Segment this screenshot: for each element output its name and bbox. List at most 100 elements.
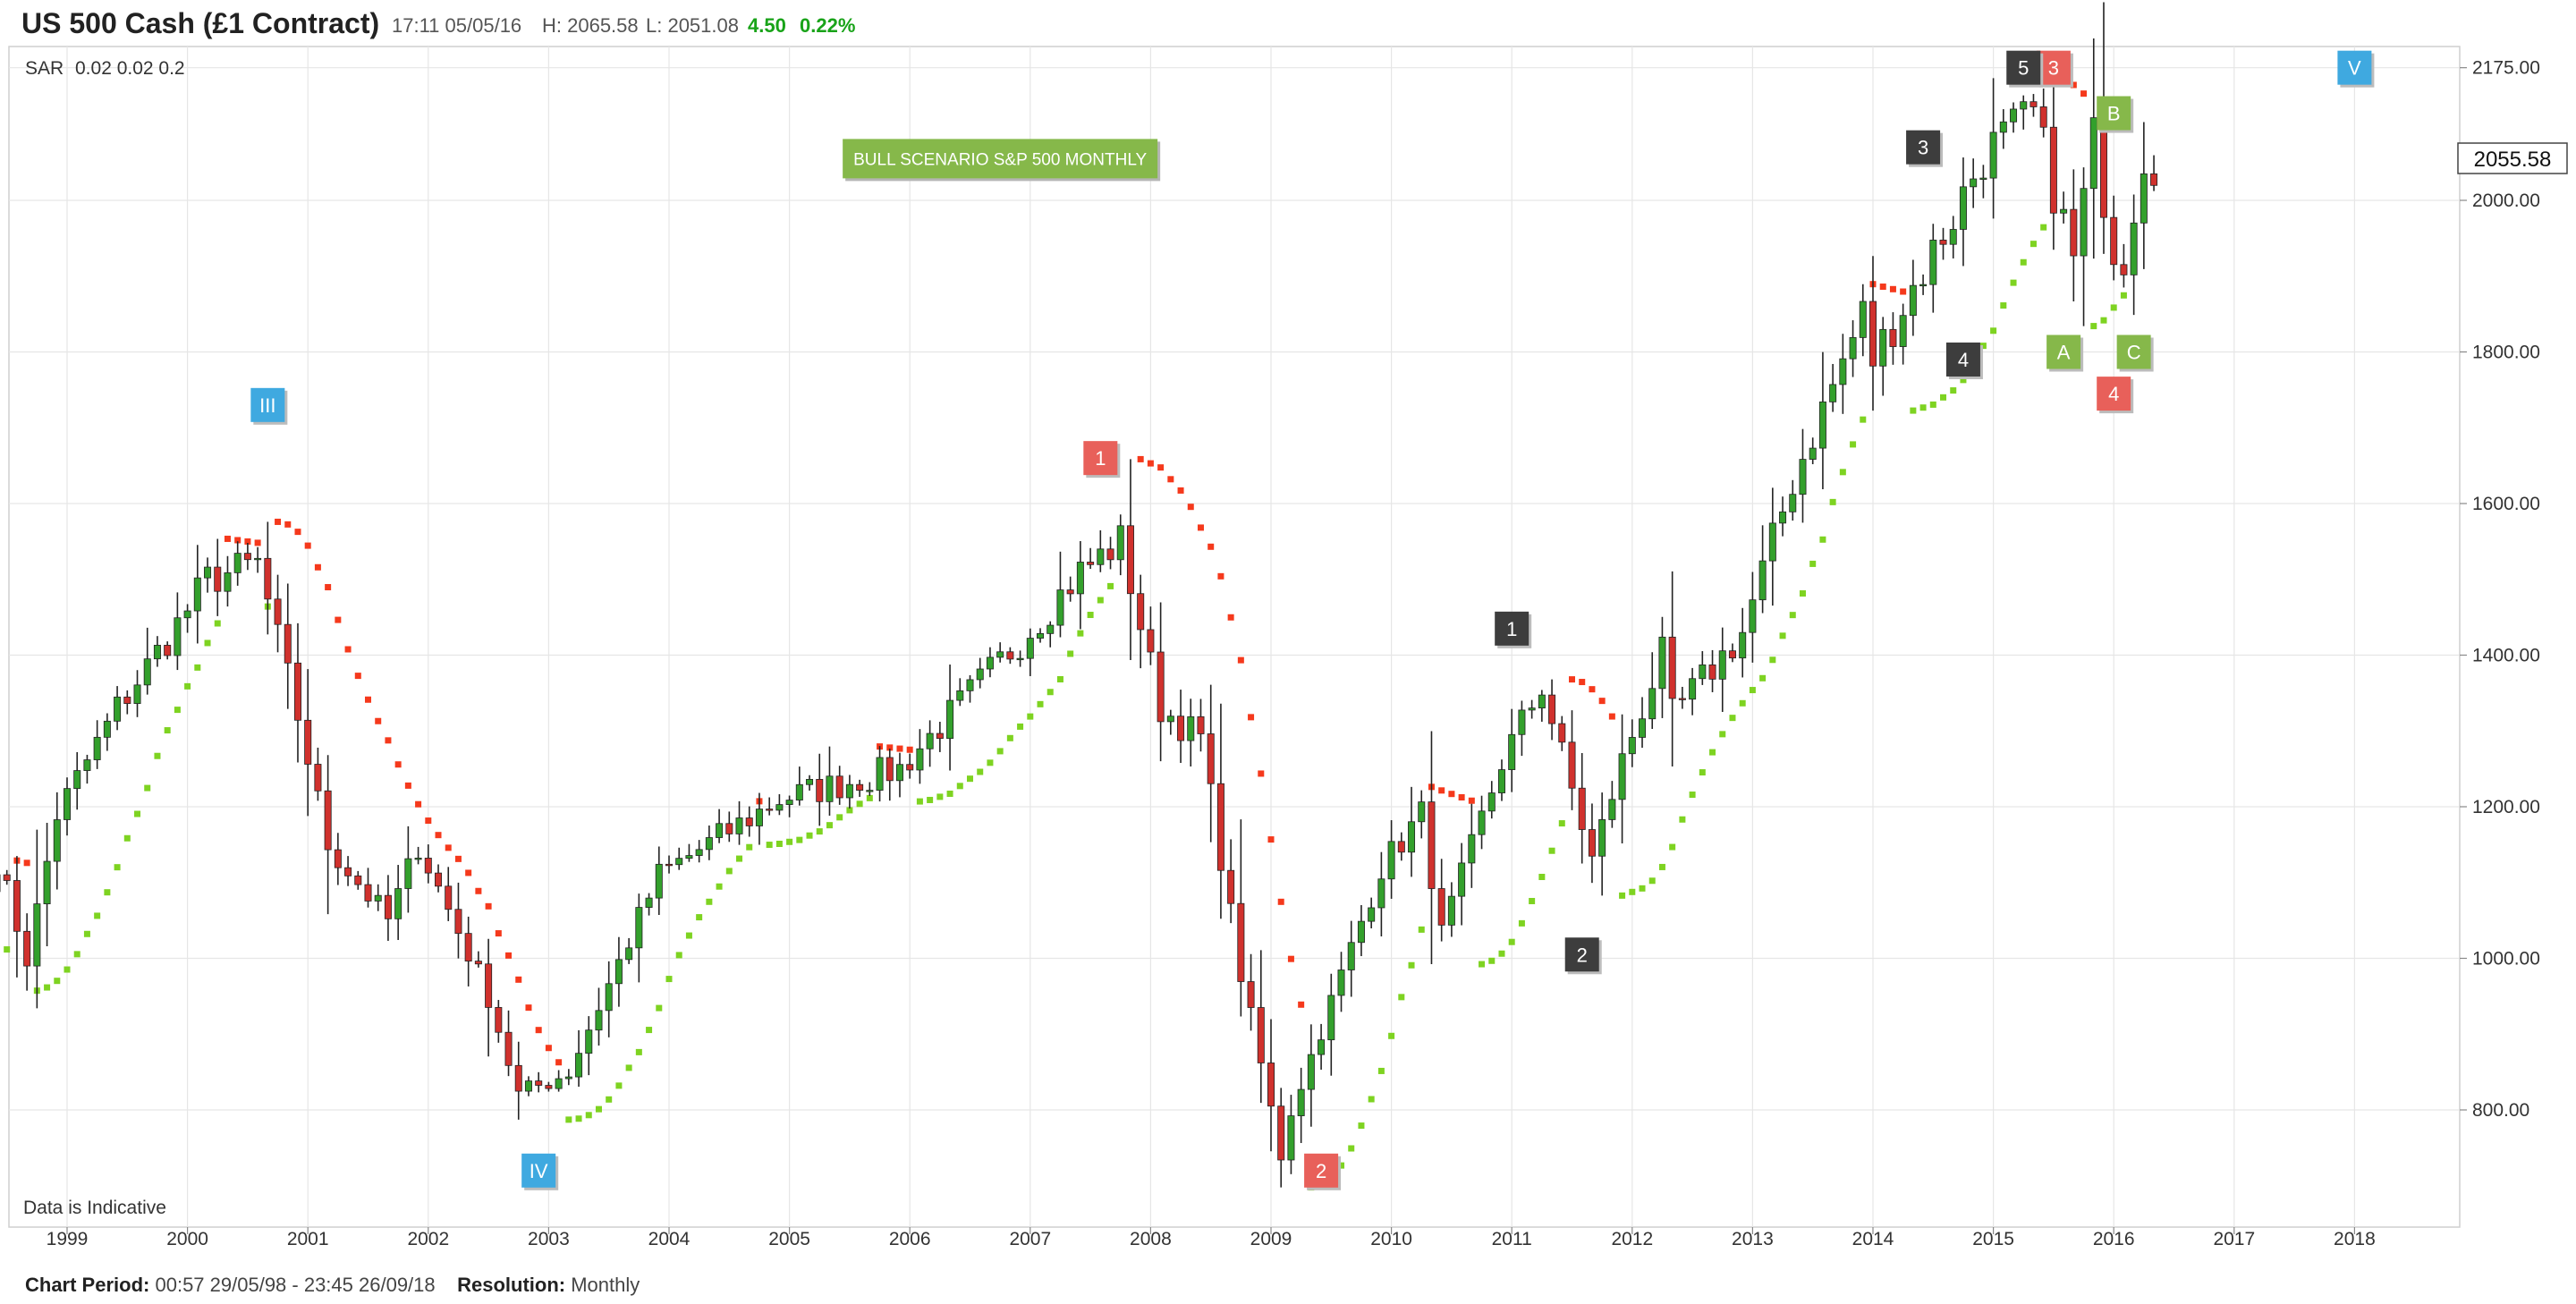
candle: [1768, 487, 1776, 606]
sar-dot: [1889, 285, 1896, 292]
sar-dot: [1479, 961, 1486, 968]
sar-dot: [1167, 476, 1174, 483]
candle-body: [1829, 384, 1837, 402]
candle: [153, 636, 161, 667]
label-box: [250, 387, 285, 422]
candle: [2110, 195, 2118, 281]
candle-body: [1318, 1039, 1326, 1055]
candle-body: [886, 757, 894, 782]
candle: [2060, 191, 2068, 224]
candle: [233, 541, 242, 586]
candle: [1157, 602, 1165, 762]
candle: [1227, 839, 1235, 924]
sar-dot: [826, 822, 833, 829]
label-box: [1304, 1153, 1339, 1188]
candle-body: [795, 783, 803, 801]
candle: [1809, 437, 1817, 465]
candle-body: [1809, 447, 1817, 460]
wave-label: 3: [2036, 50, 2073, 88]
indicator-name: SAR: [25, 58, 64, 79]
x-tick-label: 2008: [1130, 1229, 1172, 1249]
sar-dot: [1107, 582, 1114, 589]
sar-dot: [896, 745, 903, 752]
candle-body: [1799, 459, 1807, 495]
candle: [1166, 709, 1174, 735]
candle-body: [1487, 792, 1496, 812]
candle-body: [1478, 810, 1486, 835]
label-text: 1: [1506, 618, 1517, 640]
sar-dot: [1358, 1122, 1365, 1130]
sar-dot: [1639, 885, 1646, 892]
sar-dot: [856, 800, 863, 808]
candle: [474, 951, 482, 968]
candle-body: [193, 577, 201, 612]
x-tick-label: 2017: [2213, 1229, 2255, 1249]
candle: [1749, 572, 1757, 663]
sar-dot: [415, 800, 422, 808]
candle-body: [53, 819, 61, 862]
sar-dot: [2080, 90, 2088, 97]
candle-body: [254, 557, 262, 561]
sar-dot: [775, 840, 783, 847]
sar-dot: [675, 952, 682, 959]
sar-dot: [1589, 686, 1596, 693]
sar-dot: [2110, 304, 2117, 311]
candle-body: [1468, 834, 1476, 864]
label-box: [2097, 96, 2131, 131]
candle-body: [876, 757, 884, 792]
candle: [835, 766, 843, 805]
label-text: 3: [1918, 137, 1928, 159]
sar-dot: [1950, 387, 1957, 394]
candle-body: [1037, 632, 1045, 639]
candle-body: [1970, 178, 1978, 188]
x-tick-label: 2006: [889, 1229, 931, 1249]
candle-body: [816, 778, 824, 802]
candle: [986, 647, 994, 678]
candle-body: [956, 690, 964, 701]
candle: [454, 882, 462, 959]
candle-body: [1528, 707, 1536, 711]
sar-dot: [987, 759, 994, 766]
candle-body: [2080, 188, 2088, 257]
candle: [1487, 781, 1496, 819]
candle-body: [1166, 716, 1174, 723]
x-tick-label: 2005: [768, 1229, 810, 1249]
candle-body: [364, 884, 372, 902]
candle-body: [1137, 593, 1145, 631]
label-box: [2046, 334, 2081, 369]
candle-body: [1447, 895, 1455, 926]
candle-body: [1548, 694, 1556, 724]
sar-dot: [2120, 292, 2127, 299]
label-text: B: [2107, 103, 2121, 125]
candle: [204, 557, 212, 593]
wave-labels: BULL SCENARIO S&P 500 MONTHLY III IV V 1 2 3 4 1…: [250, 50, 2375, 1190]
x-tick-label: 2003: [528, 1229, 570, 1249]
candle-body: [1658, 636, 1666, 690]
candle-body: [625, 947, 633, 961]
wave-label: 2: [1304, 1153, 1342, 1190]
candle-body: [454, 909, 462, 935]
candle-body: [495, 1007, 503, 1033]
sar-dot: [1087, 612, 1094, 619]
candle-body: [575, 1053, 583, 1078]
sar-dot: [1699, 769, 1706, 776]
candle-body: [906, 764, 914, 771]
candle-body: [1859, 301, 1867, 338]
candle: [485, 938, 493, 1057]
candle-body: [93, 736, 101, 760]
sar-dot: [495, 930, 502, 937]
candle: [1839, 334, 1847, 414]
candle-body: [1839, 358, 1847, 385]
sar-dot: [114, 864, 121, 871]
candle-body: [2120, 264, 2128, 275]
candle-body: [735, 817, 743, 834]
candle-body: [1608, 799, 1616, 820]
candle-body: [966, 679, 974, 691]
candle-body: [274, 598, 282, 625]
sar-dot: [665, 976, 673, 983]
candle-body: [514, 1064, 522, 1092]
sar-dot: [254, 539, 261, 546]
sar-dot: [1368, 1096, 1375, 1103]
candle: [1177, 690, 1185, 764]
